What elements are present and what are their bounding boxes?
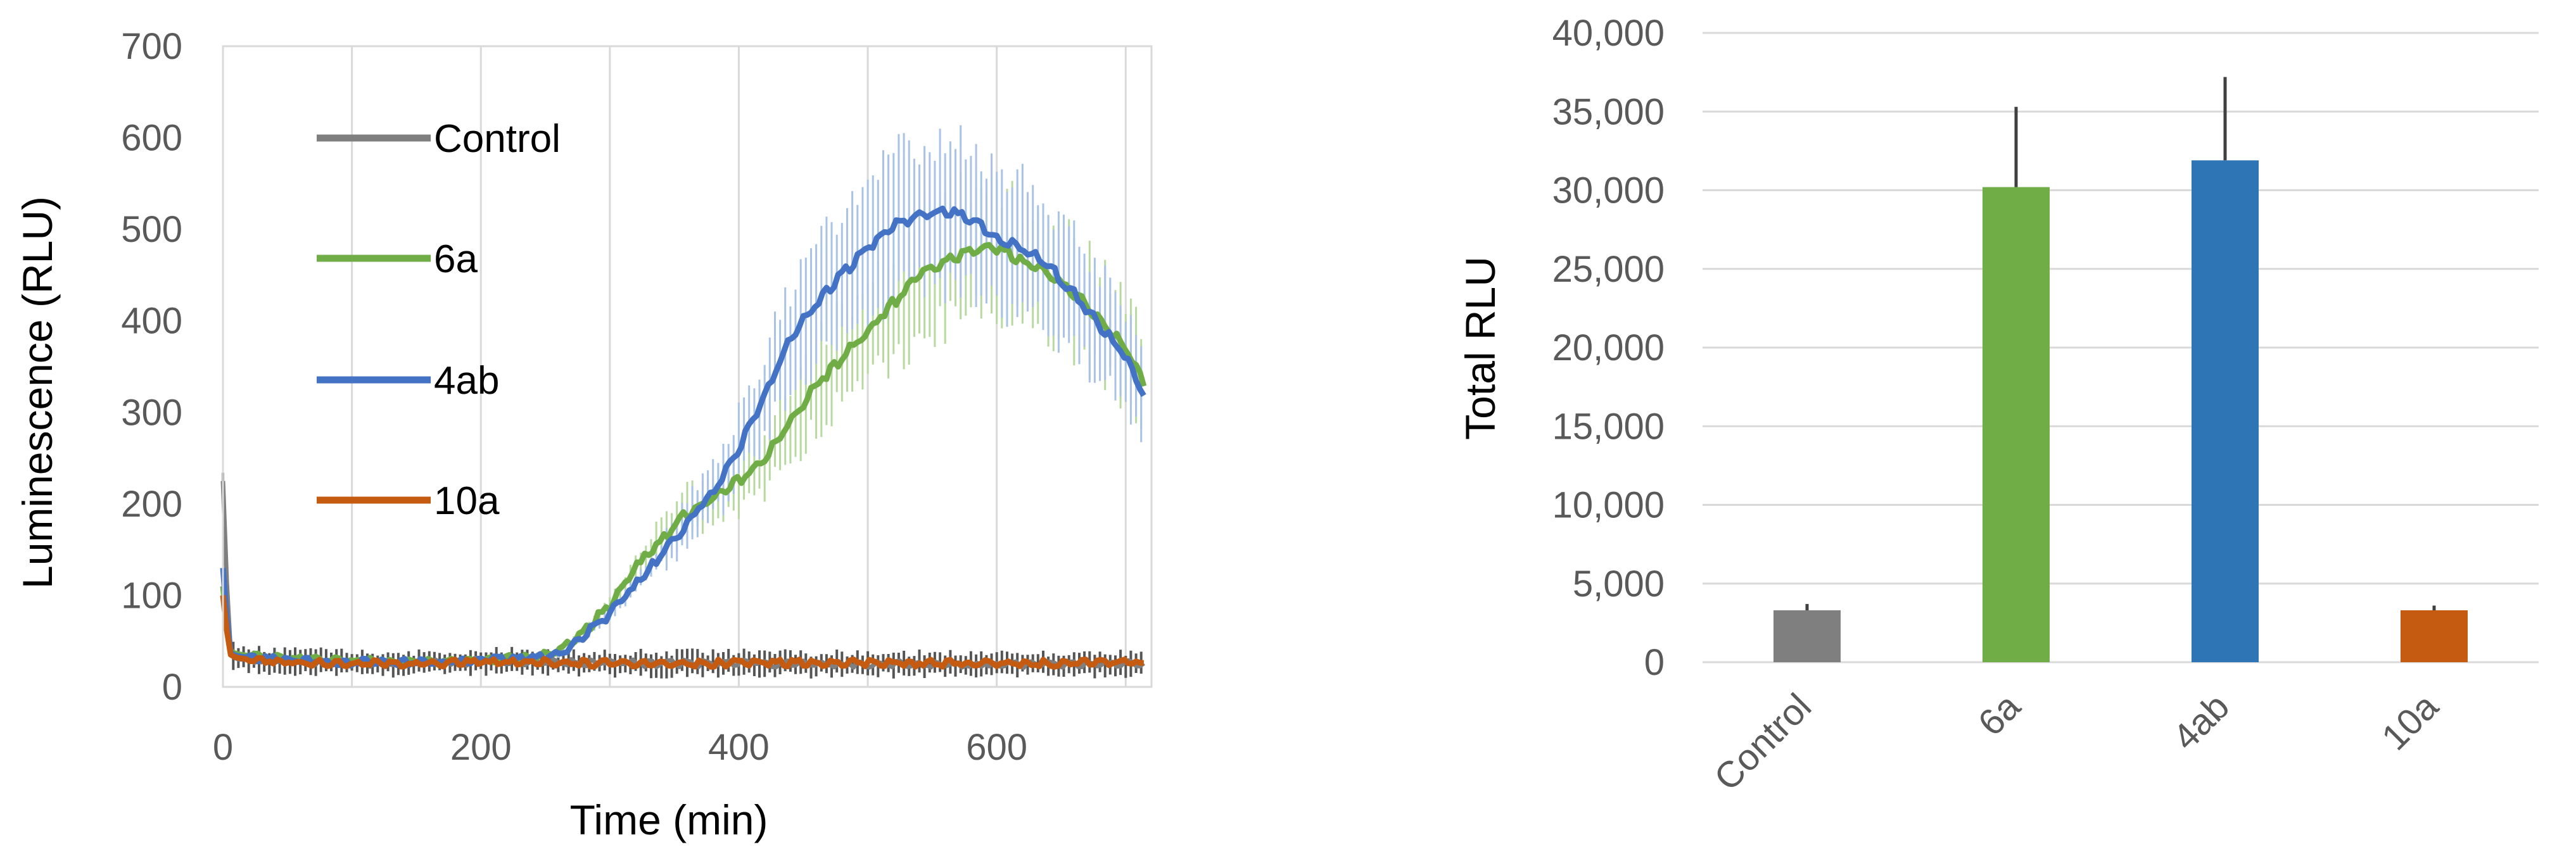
line-chart-y-axis-label: Luminescence (RLU) [14,196,61,589]
y-tick-label: 5,000 [1573,563,1665,605]
x-tick-label: 4ab [2165,686,2237,758]
y-tick-label: 600 [121,118,182,159]
series-line-10a [220,594,1145,670]
x-tick-label: 400 [708,727,770,768]
y-tick-label: 30,000 [1552,170,1665,211]
bar-chart-bars [1773,77,2468,662]
line-chart-x-axis-label: Time (min) [570,796,768,843]
y-tick-label: 500 [121,209,182,250]
y-tick-label: 400 [121,301,182,342]
x-tick-label: 6a [1970,686,2029,744]
series-line-Control [220,481,1145,670]
y-tick-label: 0 [162,667,182,708]
line-chart-series [220,205,1147,670]
bar-chart: 0 5,000 10,000 15,000 20,000 25,000 30,000 35,0… [1457,13,2539,798]
x-tick-label: 600 [966,727,1027,768]
bar-chart-y-axis-label: Total RLU [1457,256,1504,440]
y-tick-label: 35,000 [1552,91,1665,132]
legend-label-10a: 10a [434,479,500,523]
legend-label-4ab: 4ab [434,359,499,403]
bar-10a [2401,610,2468,662]
line-chart-axes [222,45,1153,688]
line-chart-tick-labels: 0 100 200 300 400 500 600 700 0 200 400 600 [121,26,1027,768]
line-chart-error-bands [222,125,1143,679]
x-tick-label: Control [1706,686,1819,798]
y-tick-label: 40,000 [1552,13,1665,54]
y-tick-label: 10,000 [1552,485,1665,526]
y-tick-label: 700 [121,26,182,67]
plot-area-border [222,45,1153,688]
legend-label-6a: 6a [434,237,478,281]
y-tick-label: 200 [121,484,182,525]
line-chart-legend: Control 6a 4ab 10a [317,117,561,523]
series-line-4ab [220,205,1146,669]
y-tick-label: 0 [1644,642,1665,683]
x-tick-label: 0 [213,727,233,768]
x-tick-label: 10a [2374,686,2447,758]
bar-chart-gridlines [1703,32,2539,663]
legend-label-Control: Control [434,117,561,161]
y-tick-label: 300 [121,392,182,433]
y-tick-label: 100 [121,575,182,616]
bar-Control [1773,610,1841,662]
bar-4ab [2192,160,2259,662]
y-tick-label: 15,000 [1552,406,1665,447]
series-line-6a [220,242,1147,667]
y-tick-label: 20,000 [1552,327,1665,368]
y-tick-label: 25,000 [1552,249,1665,290]
line-chart: 0 100 200 300 400 500 600 700 0 200 400 600 Control… [14,26,1153,843]
x-tick-label: 200 [450,727,512,768]
bar-6a [1983,187,2050,662]
